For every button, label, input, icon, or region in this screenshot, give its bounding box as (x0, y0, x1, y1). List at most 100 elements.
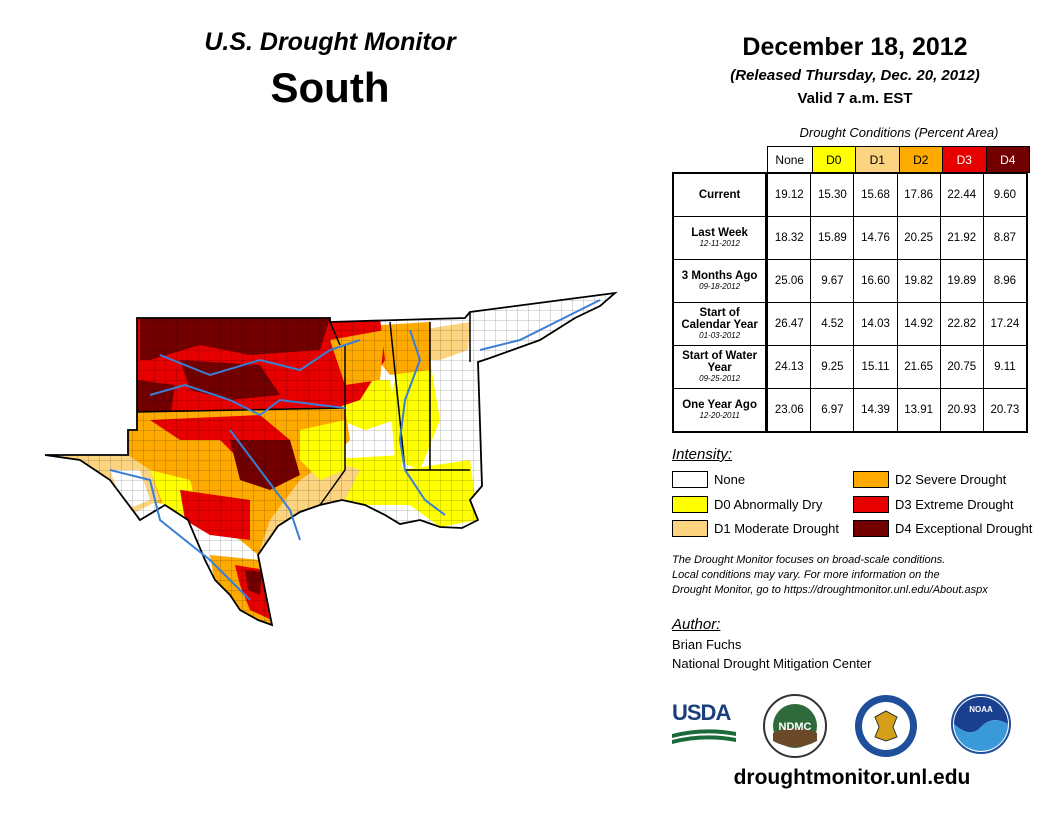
drought-areas (45, 293, 615, 625)
ndmc-logo-text: NDMC (779, 721, 812, 733)
table-cell: 26.47 (767, 303, 810, 345)
table-cell: 22.44 (939, 174, 983, 216)
table-cell: 9.67 (810, 260, 853, 302)
row-label: 3 Months Ago (681, 270, 758, 282)
commerce-seal-icon (855, 695, 917, 757)
table-cell: 15.89 (810, 217, 853, 259)
table-cell: 19.12 (767, 174, 810, 216)
header-d3: D3 (942, 147, 986, 172)
table-cell: 22.82 (939, 303, 983, 345)
legend-swatch (672, 520, 708, 537)
table-cell: 17.86 (896, 174, 940, 216)
author-org: National Drought Mitigation Center (672, 656, 872, 671)
map-date: December 18, 2012 (742, 33, 968, 61)
row-date: 01-03-2012 (699, 331, 741, 340)
tennessee-river (479, 299, 601, 351)
author-name: Brian Fuchs (672, 637, 742, 652)
conditions-table: Current 19.12 15.30 15.68 17.86 22.44 9.… (672, 172, 1028, 433)
valid-time: Valid 7 a.m. EST (797, 90, 913, 107)
usda-logo: USDA (672, 700, 736, 750)
table-cell: 17.24 (982, 303, 1026, 345)
table-cell: 16.60 (853, 260, 896, 302)
table-cell: 15.30 (810, 174, 853, 216)
note-line: The Drought Monitor focuses on broad-sca… (672, 554, 946, 566)
table-cell: 20.73 (982, 389, 1026, 431)
noaa-logo: NOAA (951, 694, 1011, 754)
table-cell: 21.92 (939, 217, 983, 259)
noaa-logo-text: NOAA (969, 705, 993, 714)
state-borders (136, 312, 471, 506)
row-date: 09-25-2012 (699, 374, 741, 383)
author-label: Author: (672, 616, 721, 633)
row-date: 09-18-2012 (699, 282, 741, 291)
table-cell: 8.96 (982, 260, 1026, 302)
legend-label: None (714, 472, 746, 487)
table-cell: 14.76 (853, 217, 896, 259)
table-cell: 4.52 (810, 303, 853, 345)
header-none: None (768, 147, 812, 172)
header-d0: D0 (811, 147, 855, 172)
drought-map (44, 291, 618, 627)
row-label: Last Week (691, 227, 748, 239)
table-cell: 21.65 (896, 346, 940, 388)
legend-label: D1 Moderate Drought (714, 521, 840, 536)
table-row: Last Week 12-11-2012 18.32 15.89 14.76 20… (674, 216, 1026, 259)
legend-item-none: None (672, 471, 745, 488)
table-cell: 9.25 (810, 346, 853, 388)
legend-swatch (853, 520, 889, 537)
table-caption: Drought Conditions (Percent Area) (799, 125, 999, 140)
table-cell: 14.03 (853, 303, 896, 345)
legend-item-d3: D3 Extreme Drought (853, 496, 1014, 513)
table-row: One Year Ago 12-20-2011 23.06 6.97 14.39 … (674, 388, 1026, 431)
table-cell: 8.87 (982, 217, 1026, 259)
table-cell: 9.11 (982, 346, 1026, 388)
table-cell: 15.11 (853, 346, 896, 388)
legend-label: D0 Abnormally Dry (714, 497, 823, 512)
table-row: Start of Calendar Year 01-03-2012 26.47 4… (674, 302, 1026, 345)
row-date: 12-20-2011 (699, 411, 740, 420)
legend-swatch (853, 471, 889, 488)
header-d2: D2 (898, 147, 942, 172)
legend-item-d4: D4 Exceptional Drought (853, 520, 1032, 537)
note-line: Drought Monitor, go to https://droughtmo… (672, 584, 988, 596)
legend-swatch (672, 471, 708, 488)
table-cell: 18.32 (767, 217, 810, 259)
table-row: 3 Months Ago 09-18-2012 25.06 9.67 16.60 … (674, 259, 1026, 302)
usda-logo-text: USDA (672, 700, 731, 725)
legend-swatch (672, 496, 708, 513)
legend-item-d0: D0 Abnormally Dry (672, 496, 822, 513)
table-cell: 20.25 (896, 217, 940, 259)
legend-label: D3 Extreme Drought (895, 497, 1014, 512)
header-d4: D4 (985, 147, 1029, 172)
table-cell: 6.97 (810, 389, 853, 431)
mississippi-river (398, 329, 446, 516)
row-label: Current (698, 189, 741, 201)
table-header-row: None D0 D1 D2 D3 D4 (767, 146, 1030, 173)
brazos-river (229, 429, 301, 541)
row-label: Start of Calendar Year (681, 307, 758, 331)
arkansas-river (159, 339, 361, 377)
legend-label: D2 Severe Drought (895, 472, 1007, 487)
row-label: One Year Ago (682, 399, 757, 411)
table-cell: 23.06 (767, 389, 810, 431)
region-title: South (270, 64, 390, 111)
table-cell: 9.60 (982, 174, 1026, 216)
header-d1: D1 (855, 147, 899, 172)
legend-title: Intensity: (672, 446, 733, 463)
table-cell: 14.39 (853, 389, 896, 431)
row-date: 12-11-2012 (699, 239, 740, 248)
red-river (149, 383, 346, 417)
row-label: Start of Water Year (682, 350, 758, 374)
legend-label: D4 Exceptional Drought (895, 521, 1033, 536)
website-url: droughtmonitor.unl.edu (733, 766, 971, 789)
map-title: U.S. Drought Monitor (204, 28, 456, 56)
table-row: Start of Water Year 09-25-2012 24.13 9.25… (674, 345, 1026, 388)
county-grid (45, 293, 615, 625)
table-cell: 19.89 (939, 260, 983, 302)
info-note: The Drought Monitor focuses on broad-sca… (672, 553, 1042, 598)
legend-swatch (853, 496, 889, 513)
table-cell: 15.68 (853, 174, 896, 216)
table-cell: 19.82 (896, 260, 940, 302)
release-date: (Released Thursday, Dec. 20, 2012) (730, 67, 980, 84)
note-line: Local conditions may vary. For more info… (672, 569, 940, 581)
